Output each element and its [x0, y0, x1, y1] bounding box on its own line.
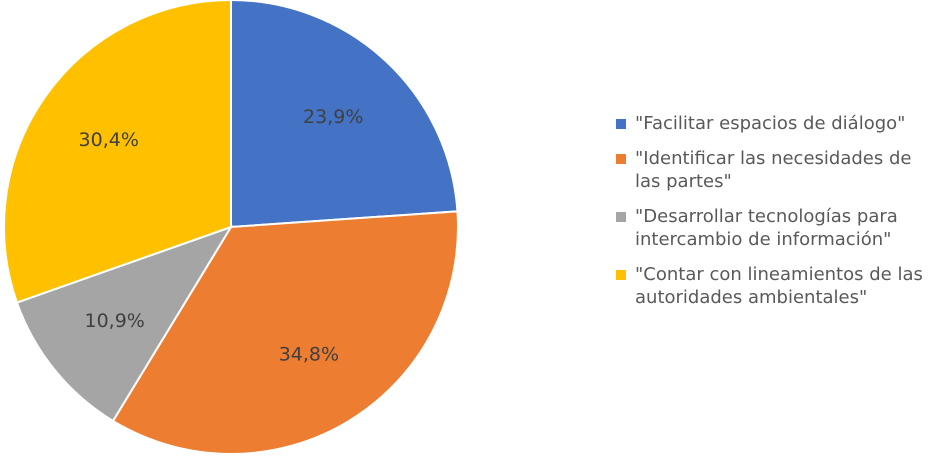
legend-item-lineamientos: "Contar con lineamientos de las autorida…	[616, 263, 938, 309]
data-label-necesidades: 34,8%	[279, 343, 339, 365]
data-label-lineamientos: 30,4%	[79, 129, 139, 151]
pie-slice-tecnologias	[15, 225, 234, 423]
chart-legend: "Facilitar espacios de diálogo" "Identif…	[616, 112, 938, 309]
legend-label-tecnologias: "Desarrollar tecnologías para intercambi…	[635, 206, 898, 250]
legend-swatch-lineamientos	[616, 270, 626, 280]
pie-plot-area: 23,9% 34,8% 10,9% 30,4%	[3, 0, 459, 455]
legend-label-dialogo: "Facilitar espacios de diálogo"	[635, 113, 906, 134]
legend-item-dialogo: "Facilitar espacios de diálogo"	[616, 112, 938, 135]
pie-slice-necesidades	[111, 210, 459, 455]
legend-swatch-dialogo	[616, 119, 626, 129]
legend-swatch-necesidades	[616, 154, 626, 164]
legend-item-necesidades: "Identificar las necesidades de las part…	[616, 147, 938, 193]
legend-item-tecnologias: "Desarrollar tecnologías para intercambi…	[616, 205, 938, 251]
legend-swatch-tecnologias	[616, 212, 626, 222]
data-label-dialogo: 23,9%	[303, 106, 363, 128]
pie-slice-lineamientos	[3, 0, 232, 304]
pie-slice-dialogo	[230, 0, 459, 229]
legend-label-lineamientos: "Contar con lineamientos de las autorida…	[635, 264, 923, 308]
data-label-tecnologias: 10,9%	[84, 310, 144, 332]
legend-label-necesidades: "Identificar las necesidades de las part…	[635, 148, 912, 192]
